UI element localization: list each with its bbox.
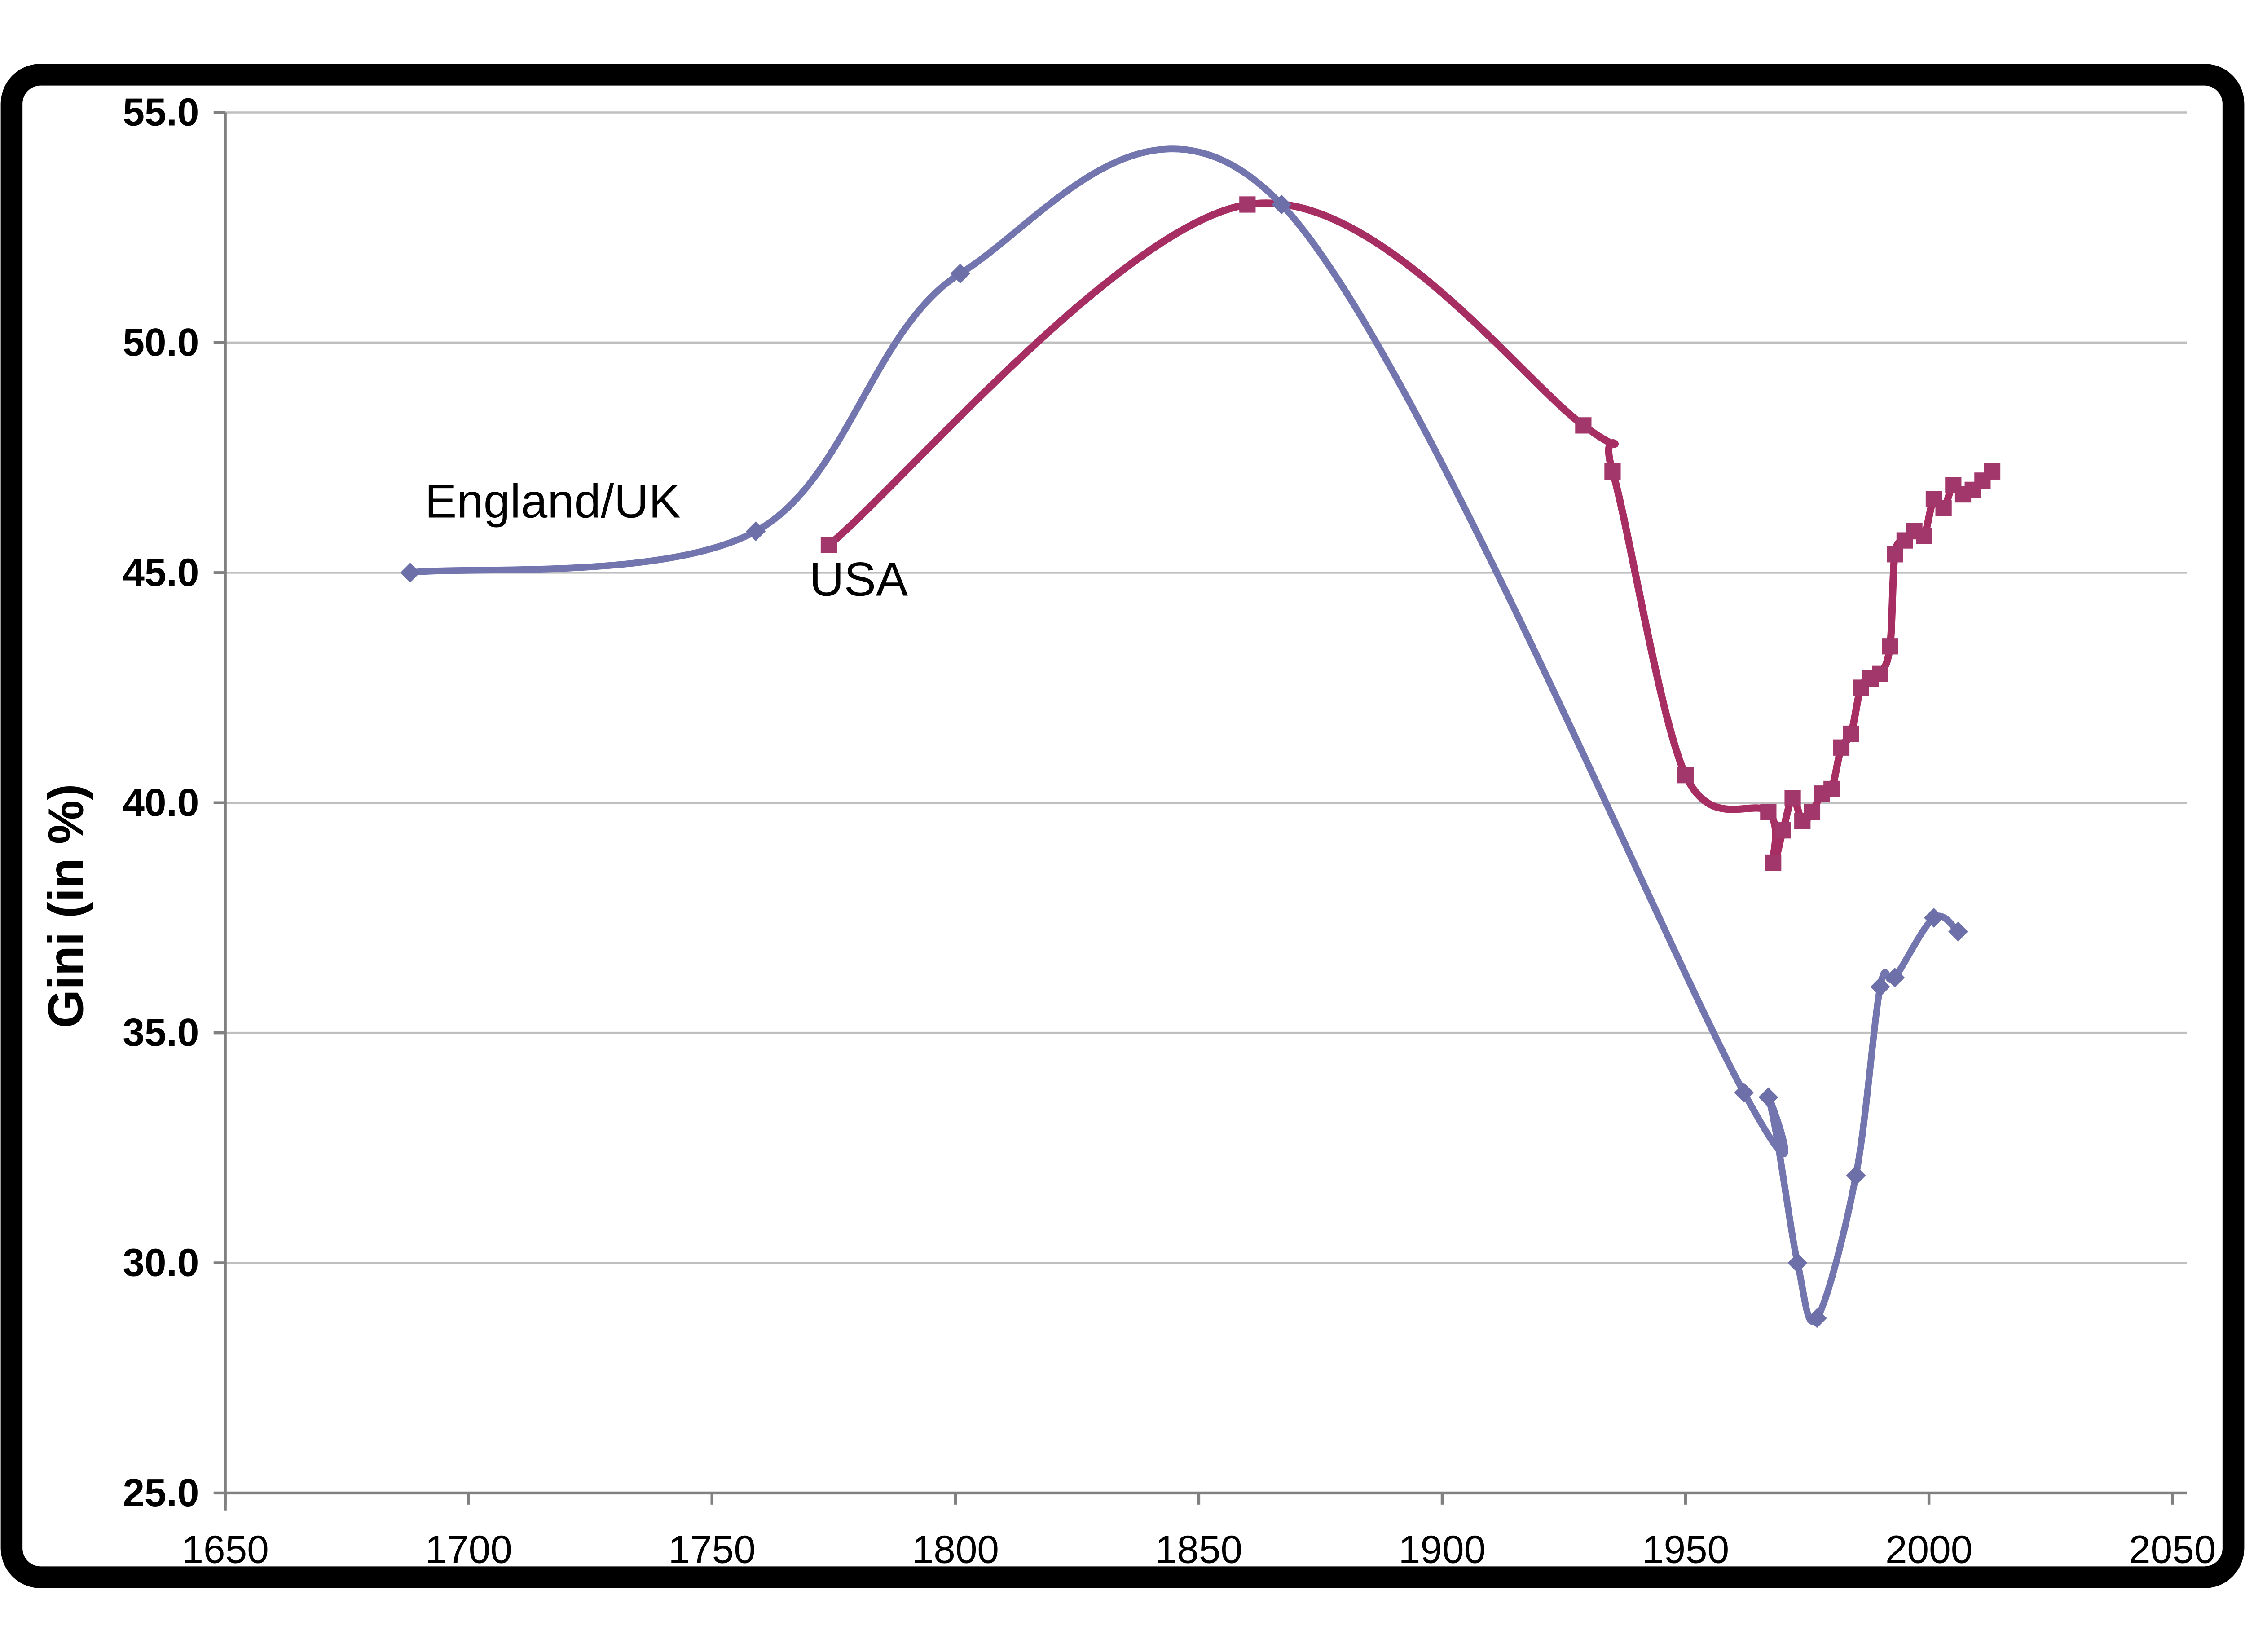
usa-data-point bbox=[1833, 739, 1850, 756]
usa-data-point bbox=[1239, 196, 1256, 213]
england-uk-data-point bbox=[1948, 921, 1968, 942]
usa-data-point bbox=[1677, 767, 1694, 784]
usa-data-point bbox=[1882, 638, 1898, 655]
image-border-frame bbox=[0, 64, 2245, 1588]
series-usa bbox=[820, 196, 2001, 871]
usa-data-point bbox=[1823, 780, 1840, 797]
usa-data-point bbox=[1872, 665, 1888, 682]
x-tick-label: 2050 bbox=[2129, 1527, 2216, 1571]
usa-data-point bbox=[1804, 804, 1821, 820]
usa-data-point bbox=[1984, 463, 2001, 480]
usa-data-point bbox=[1604, 463, 1621, 480]
england-uk-data-point bbox=[1807, 1308, 1827, 1328]
usa-data-point bbox=[820, 537, 837, 553]
y-tick-label: 55.0 bbox=[123, 90, 199, 134]
england-uk-data-point bbox=[400, 563, 420, 583]
x-axis-tick-labels: 1650 1700 1750 1800 1850 1900 1950 2000 2050 bbox=[181, 1527, 2216, 1571]
y-tick-label: 25.0 bbox=[123, 1471, 199, 1515]
y-axis-title: Gini (in %) bbox=[38, 784, 93, 1028]
usa-data-point bbox=[1784, 790, 1801, 806]
usa-data-point bbox=[1575, 417, 1592, 434]
y-tick-label: 50.0 bbox=[123, 320, 199, 364]
y-tick-label: 35.0 bbox=[123, 1010, 199, 1054]
series-label-usa: USA bbox=[810, 552, 908, 606]
usa-data-point bbox=[1935, 500, 1952, 516]
england-uk-data-point bbox=[1885, 968, 1905, 988]
axes bbox=[213, 111, 2174, 1511]
england-uk-data-point bbox=[1846, 1165, 1866, 1185]
england-uk-data-point bbox=[1272, 194, 1292, 215]
y-tick-label: 30.0 bbox=[123, 1241, 199, 1285]
usa-data-point bbox=[1887, 546, 1903, 563]
england-uk-data-point bbox=[1924, 907, 1944, 928]
x-tick-label: 1750 bbox=[669, 1527, 756, 1571]
x-tick-label: 2000 bbox=[1885, 1527, 1972, 1571]
series-england-uk bbox=[400, 145, 1968, 1328]
x-tick-label: 1700 bbox=[425, 1527, 512, 1571]
x-tick-label: 1900 bbox=[1399, 1527, 1486, 1571]
x-tick-label: 1800 bbox=[912, 1527, 999, 1571]
usa-data-point bbox=[1843, 725, 1859, 742]
plot-background bbox=[0, 63, 2245, 1589]
x-tick-label: 1950 bbox=[1642, 1527, 1729, 1571]
gridlines bbox=[224, 111, 2187, 1495]
series-label-england-uk: England/UK bbox=[425, 474, 681, 528]
usa-data-point bbox=[1774, 822, 1791, 839]
x-tick-label: 1650 bbox=[181, 1527, 269, 1571]
usa-data-point bbox=[1760, 804, 1777, 820]
england-uk-line-path bbox=[407, 145, 1962, 1325]
x-tick-label: 1850 bbox=[1155, 1527, 1242, 1571]
y-tick-label: 45.0 bbox=[123, 550, 199, 594]
usa-data-point bbox=[1765, 854, 1782, 871]
y-tick-label: 40.0 bbox=[123, 780, 199, 824]
usa-data-point bbox=[1916, 528, 1932, 544]
y-axis-tick-labels: 25.0 30.0 35.0 40.0 45.0 50.0 55.0 bbox=[123, 90, 199, 1515]
